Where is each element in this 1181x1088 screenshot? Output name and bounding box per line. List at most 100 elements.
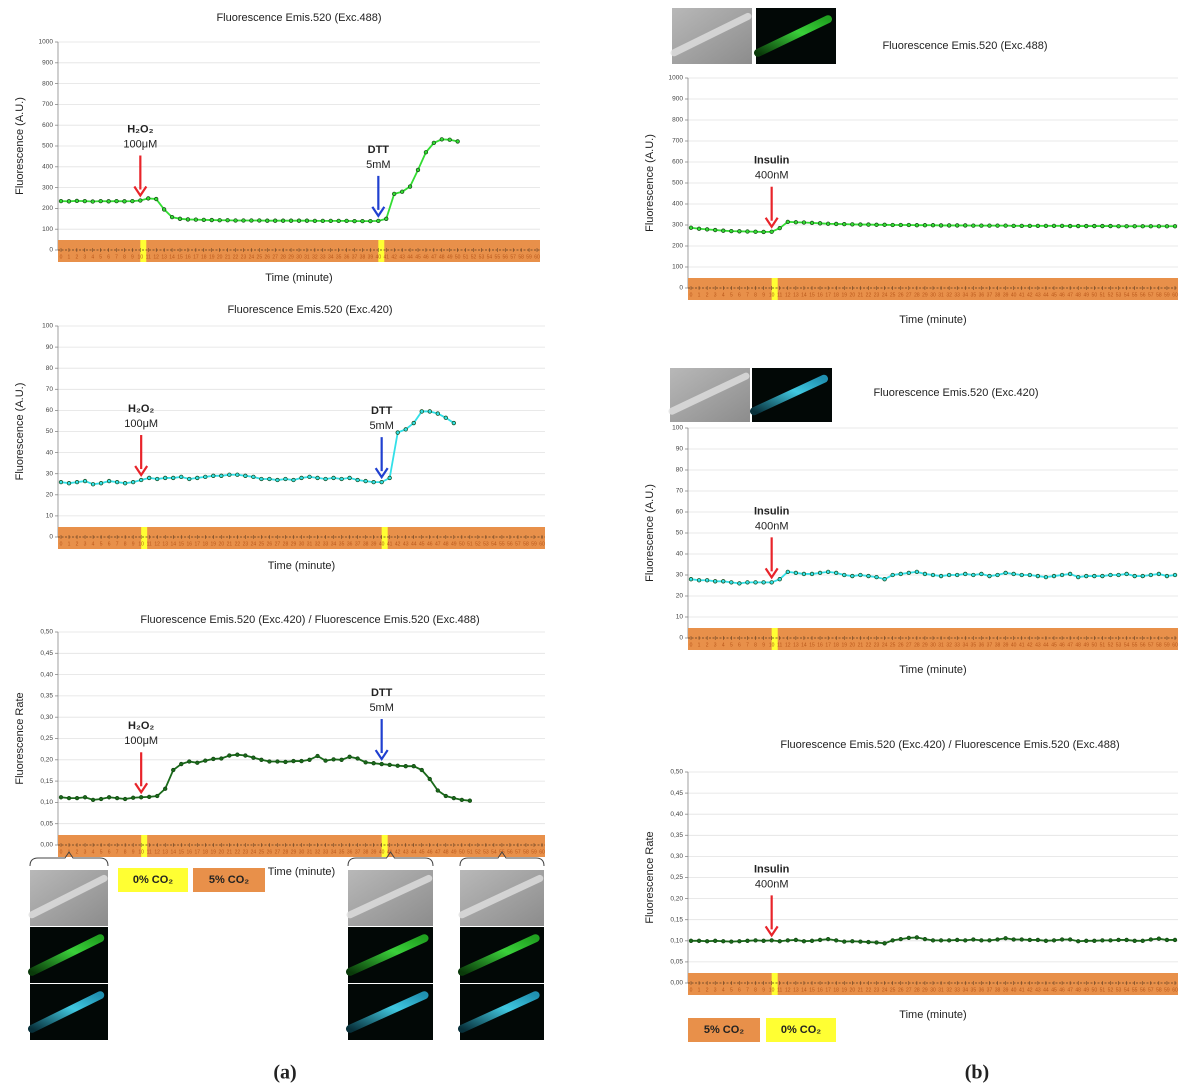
annotation-label: DTT (371, 687, 393, 699)
data-point (372, 761, 376, 765)
data-point (859, 223, 863, 227)
data-point (996, 938, 1000, 942)
x-tick-label: 24 (882, 292, 888, 298)
data-point (400, 190, 404, 194)
data-point (155, 794, 159, 798)
x-tick-label: 45 (1051, 987, 1057, 993)
y-tick-label: 0,10 (670, 938, 683, 945)
data-point (187, 477, 191, 481)
data-point (204, 475, 208, 479)
y-tick-label: 0,00 (670, 980, 683, 987)
y-tick-label: 20 (676, 593, 684, 600)
y-axis-title: Fluorescence (A.U.) (644, 134, 656, 232)
data-point (276, 478, 280, 482)
data-point (1076, 224, 1080, 228)
x-tick-label: 55 (499, 541, 505, 547)
x-tick-label: 60 (539, 541, 545, 547)
x-tick-label: 53 (1116, 987, 1122, 993)
x-tick-label: 35 (971, 987, 977, 993)
x-tick-label: 40 (379, 541, 385, 547)
data-point (258, 219, 262, 223)
x-tick-label: 14 (801, 642, 807, 648)
data-point (372, 480, 376, 484)
x-tick-label: 49 (451, 849, 457, 855)
x-tick-label: 51 (467, 849, 473, 855)
x-tick-label: 17 (825, 292, 831, 298)
x-tick-label: 6 (738, 987, 741, 993)
x-tick-label: 7 (116, 541, 119, 547)
x-tick-label: 7 (116, 849, 119, 855)
x-tick-label: 45 (1051, 292, 1057, 298)
x-tick-label: 24 (249, 254, 255, 260)
x-tick-label: 27 (906, 642, 912, 648)
x-tick-label: 59 (1164, 292, 1170, 298)
data-point (1020, 938, 1024, 942)
data-point (59, 795, 63, 799)
x-tick-label: 2 (76, 849, 79, 855)
data-point (859, 573, 863, 577)
x-tick-label: 57 (1148, 292, 1154, 298)
data-point (883, 942, 887, 946)
data-point (1036, 574, 1040, 578)
data-point (955, 224, 959, 228)
x-tick-label: 28 (914, 987, 920, 993)
data-point (802, 572, 806, 576)
data-point (236, 473, 240, 477)
x-tick-label: 10 (769, 642, 775, 648)
data-point (404, 428, 408, 432)
panel-label: (b) (965, 1062, 989, 1084)
data-point (234, 219, 238, 223)
data-point (972, 573, 976, 577)
x-tick-label: 3 (83, 254, 86, 260)
data-point (713, 580, 717, 584)
data-point (1084, 574, 1088, 578)
data-point (353, 219, 357, 223)
x-tick-label: 42 (1027, 642, 1033, 648)
x-tick-label: 39 (1003, 292, 1009, 298)
data-point (923, 223, 927, 227)
y-tick-label: 10 (676, 614, 684, 621)
x-tick-label: 14 (801, 292, 807, 298)
x-tick-label: 40 (376, 254, 382, 260)
y-tick-label: 800 (42, 80, 53, 87)
x-axis-title: Time (minute) (899, 314, 966, 326)
data-point (939, 574, 943, 578)
data-point (396, 431, 400, 435)
y-tick-label: 500 (42, 143, 53, 150)
x-tick-label: 6 (738, 292, 741, 298)
x-tick-label: 22 (866, 987, 872, 993)
data-point (1101, 574, 1105, 578)
y-tick-label: 500 (672, 180, 683, 187)
data-point (170, 215, 174, 219)
data-point (59, 199, 63, 203)
data-point (91, 200, 95, 204)
data-point (428, 777, 432, 781)
x-tick-label: 5 (730, 987, 733, 993)
data-point (305, 219, 309, 223)
legend-label: 0% CO₂ (133, 874, 173, 886)
data-point (444, 416, 448, 420)
chart-title: Fluorescence Emis.520 (Exc.488) (216, 12, 381, 24)
x-tick-label: 39 (368, 254, 374, 260)
x-tick-label: 46 (423, 254, 429, 260)
x-tick-label: 49 (1083, 987, 1089, 993)
data-point (1157, 937, 1161, 941)
annotation-label: DTT (368, 144, 390, 156)
y-tick-label: 200 (42, 205, 53, 212)
x-tick-label: 38 (363, 541, 369, 547)
x-tick-label: 34 (331, 849, 337, 855)
x-tick-label: 45 (419, 849, 425, 855)
x-tick-label: 53 (483, 849, 489, 855)
data-point (1060, 224, 1064, 228)
data-point (171, 476, 175, 480)
x-tick-label: 40 (1011, 642, 1017, 648)
data-point (721, 229, 725, 233)
data-point (163, 476, 167, 480)
x-tick-label: 41 (1019, 292, 1025, 298)
x-tick-label: 58 (523, 849, 529, 855)
data-point (794, 938, 798, 942)
x-tick-label: 37 (987, 292, 993, 298)
x-tick-label: 58 (1156, 642, 1162, 648)
data-point (1117, 938, 1121, 942)
data-point (154, 197, 158, 201)
